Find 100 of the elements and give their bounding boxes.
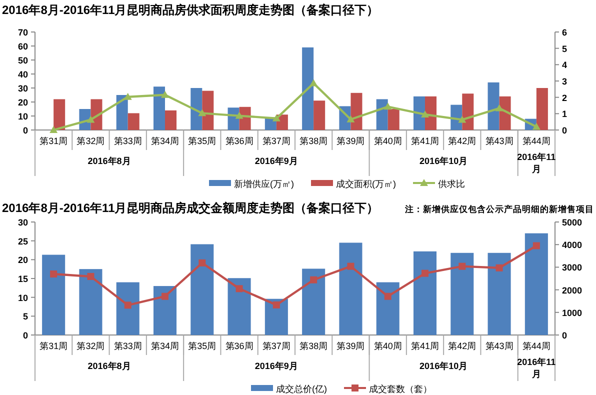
bar	[202, 90, 214, 130]
bar	[54, 99, 66, 130]
x-tick-label: 第43周	[485, 341, 514, 351]
y-tick-label: 20	[18, 255, 28, 266]
bar	[488, 252, 511, 335]
y2-tick-label: 1000	[562, 308, 582, 318]
x-tick-label: 第39周	[336, 136, 365, 146]
x-tick-label: 第40周	[374, 136, 402, 146]
point	[384, 292, 392, 300]
point	[235, 112, 244, 119]
x-tick-label: 第42周	[448, 136, 476, 146]
point	[346, 115, 355, 122]
bar	[190, 88, 202, 130]
bar	[116, 95, 128, 130]
y2-tick-label: 0	[562, 126, 568, 136]
x-tick-label: 第32周	[76, 341, 105, 351]
point	[50, 270, 58, 278]
y-tick-label: 70	[18, 28, 28, 38]
y2-tick-label: 3	[562, 76, 568, 86]
bar	[376, 282, 400, 335]
y-tick-label: 10	[18, 112, 28, 122]
point	[347, 262, 354, 270]
point	[384, 102, 392, 110]
legend-label: 新增供应(万㎡)	[234, 179, 294, 189]
point	[124, 92, 132, 100]
y-tick-label: 5	[22, 312, 28, 322]
point	[458, 116, 466, 123]
x-tick-label: 第38周	[300, 341, 328, 351]
legend-label: 供求比	[438, 179, 465, 189]
y-tick-label: 50	[18, 56, 28, 66]
y2-tick-label: 3000	[562, 262, 582, 273]
x-tick-label: 第36周	[225, 341, 254, 351]
point	[198, 259, 206, 266]
bar	[536, 88, 548, 130]
x-tick-label: 第35周	[188, 136, 216, 146]
x-tick-label: 第38周	[300, 136, 328, 146]
point	[532, 122, 540, 130]
y2-tick-label: 0	[562, 330, 568, 340]
bar	[128, 113, 140, 130]
point	[198, 109, 206, 116]
y-tick-label: 15	[18, 274, 28, 284]
text: 2016年9月	[254, 156, 298, 166]
x-tick-label: 第34周	[150, 136, 180, 146]
x-tick-label: 第31周	[40, 136, 68, 146]
y-tick-label: 25	[18, 236, 28, 246]
y2-tick-label: 2000	[562, 285, 582, 296]
bar	[42, 254, 66, 335]
bar	[524, 233, 548, 335]
y-tick-label: 30	[18, 84, 28, 94]
legend-label: 成交面积(万㎡)	[336, 179, 396, 189]
bar	[425, 96, 437, 130]
y2-tick-label: 4	[562, 60, 568, 70]
y-tick-label: 10	[18, 292, 28, 303]
text: 2016年10月	[420, 156, 468, 166]
bar	[79, 269, 102, 335]
x-tick-label: 第41周	[410, 136, 440, 146]
point	[272, 114, 280, 122]
bar	[388, 109, 400, 130]
x-tick-label: 第33周	[114, 341, 142, 351]
point	[310, 79, 318, 86]
point	[87, 272, 94, 280]
x-tick-label: 第37周	[262, 341, 290, 351]
text: 2016年11月	[517, 152, 556, 174]
chart-title: 2016年8月-2016年11月昆明商品房成交金额周度走势图（备案口径下）	[2, 201, 379, 215]
bar	[413, 251, 437, 335]
y-tick-label: 0	[22, 126, 28, 136]
point	[532, 242, 540, 250]
bar	[165, 110, 177, 130]
bar	[488, 82, 500, 130]
x-tick-label: 第40周	[374, 341, 402, 351]
bar	[462, 94, 474, 130]
point	[161, 90, 169, 98]
text: 2016年10月	[420, 361, 468, 371]
bar	[190, 244, 214, 335]
y2-tick-label: 5000	[562, 218, 582, 228]
x-tick-label: 第43周	[485, 136, 514, 146]
point	[458, 262, 466, 270]
y-tick-label: 40	[18, 70, 28, 80]
y-tick-label: 60	[18, 42, 28, 52]
x-tick-label: 第44周	[522, 341, 550, 351]
point	[496, 264, 503, 272]
x-tick-label: 第32周	[76, 136, 105, 146]
y-tick-label: 20	[18, 98, 28, 108]
x-tick-label: 第39周	[336, 341, 365, 351]
point	[421, 110, 429, 118]
x-tick-label: 第35周	[188, 341, 216, 351]
x-tick-label: 第36周	[225, 136, 254, 146]
x-tick-label: 第44周	[522, 136, 550, 146]
y-tick-label: 30	[18, 218, 28, 228]
point	[422, 270, 428, 277]
point	[495, 104, 504, 112]
chart-title: 2016年8月-2016年11月昆明商品房供求面积周度走势图（备案口径下）	[2, 3, 379, 17]
y2-tick-label: 6	[562, 28, 568, 38]
bar	[228, 278, 251, 335]
bar	[450, 252, 474, 335]
bar	[116, 282, 140, 335]
text: 2016年8月	[88, 361, 131, 371]
bar	[153, 286, 177, 335]
y2-tick-label: 1	[562, 109, 568, 120]
text: 2016年9月	[254, 361, 298, 371]
